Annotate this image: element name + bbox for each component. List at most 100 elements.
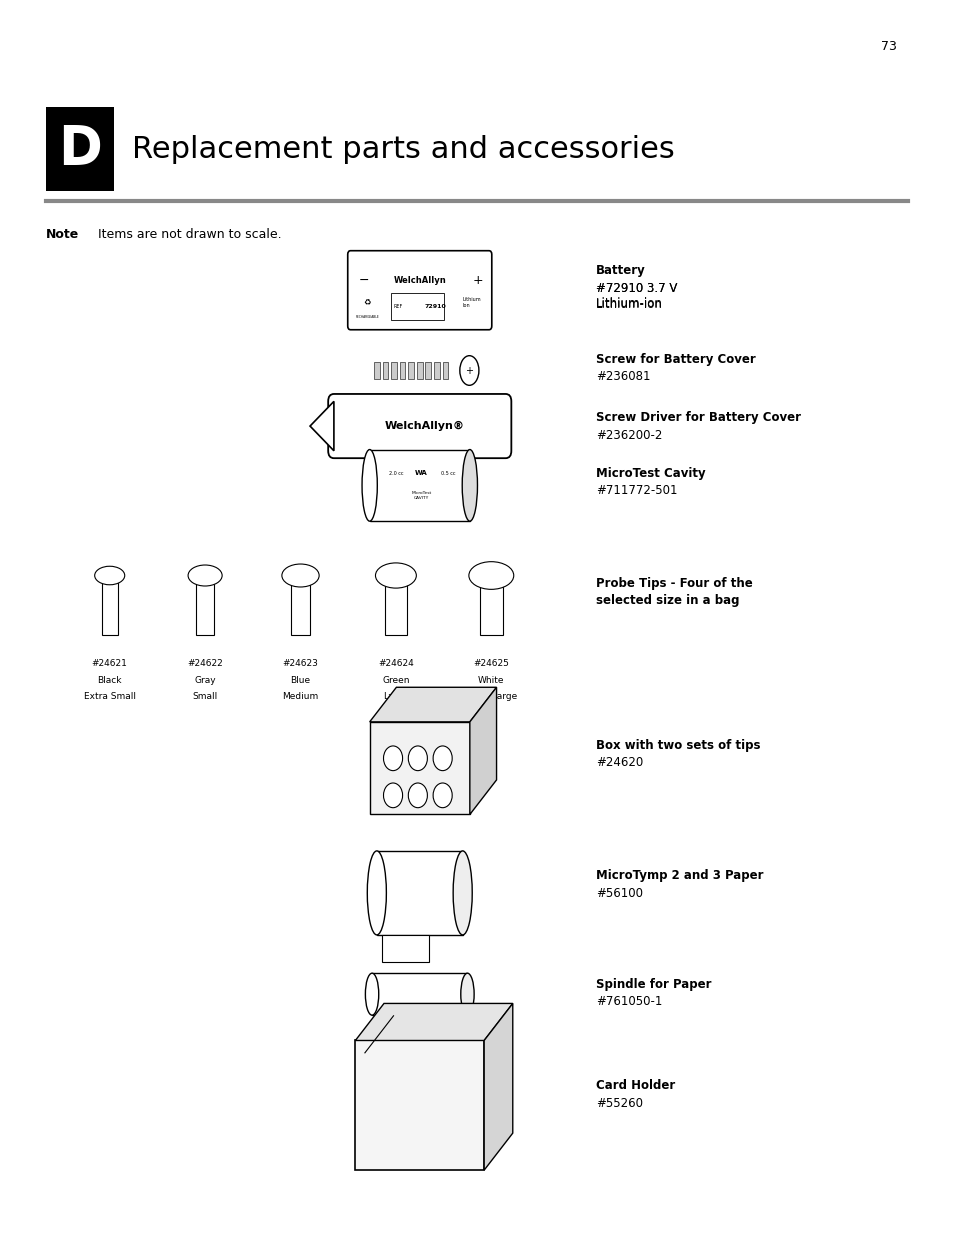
Bar xyxy=(102,576,117,635)
Text: Replacement parts and accessories: Replacement parts and accessories xyxy=(132,135,674,164)
Ellipse shape xyxy=(459,356,478,385)
Polygon shape xyxy=(355,1003,513,1040)
Bar xyxy=(196,576,213,635)
Ellipse shape xyxy=(453,851,472,935)
Text: MicroTymp 2 and 3 Paper: MicroTymp 2 and 3 Paper xyxy=(596,869,763,883)
Text: #24620: #24620 xyxy=(596,756,643,769)
Bar xyxy=(291,576,310,635)
Bar xyxy=(442,362,448,379)
Text: MicroTest
CAVITY: MicroTest CAVITY xyxy=(411,492,432,499)
Text: −: − xyxy=(358,274,369,287)
Text: Gray: Gray xyxy=(194,676,215,684)
Text: 2.0 cc: 2.0 cc xyxy=(388,471,403,475)
Bar xyxy=(372,973,467,1015)
Text: Extra Small: Extra Small xyxy=(84,692,135,700)
Ellipse shape xyxy=(383,746,402,771)
Text: Screw for Battery Cover: Screw for Battery Cover xyxy=(596,353,755,367)
Text: D: D xyxy=(58,124,102,175)
Polygon shape xyxy=(469,687,496,815)
Text: #56100: #56100 xyxy=(596,887,642,900)
Text: #72910 3.7 V: #72910 3.7 V xyxy=(596,282,677,295)
Bar xyxy=(479,576,502,635)
Text: Black: Black xyxy=(97,676,122,684)
Bar xyxy=(369,450,469,521)
Text: #761050-1: #761050-1 xyxy=(596,995,662,1009)
Bar xyxy=(382,362,388,379)
Text: 73: 73 xyxy=(880,40,896,53)
Text: #24623: #24623 xyxy=(282,659,318,668)
Bar xyxy=(425,362,431,379)
Ellipse shape xyxy=(460,973,474,1015)
Text: +: + xyxy=(472,274,482,287)
Ellipse shape xyxy=(468,562,514,589)
Text: Green: Green xyxy=(382,676,409,684)
Text: White: White xyxy=(477,676,504,684)
Text: ♻: ♻ xyxy=(363,298,371,308)
Text: Large: Large xyxy=(383,692,408,700)
Text: #55260: #55260 xyxy=(596,1097,642,1110)
Text: Small: Small xyxy=(193,692,217,700)
Ellipse shape xyxy=(433,746,452,771)
Polygon shape xyxy=(310,401,334,451)
Text: REF: REF xyxy=(393,304,402,309)
Text: selected size in a bag: selected size in a bag xyxy=(596,594,739,608)
Ellipse shape xyxy=(408,783,427,808)
Text: Note: Note xyxy=(46,228,79,242)
Bar xyxy=(434,362,439,379)
Bar xyxy=(369,721,469,815)
Bar xyxy=(399,362,405,379)
Text: MicroTest Cavity: MicroTest Cavity xyxy=(596,467,705,480)
Bar xyxy=(46,107,114,191)
Bar xyxy=(355,1040,483,1171)
FancyBboxPatch shape xyxy=(328,394,511,458)
Text: #24625: #24625 xyxy=(473,659,509,668)
Text: Lithium
Ion: Lithium Ion xyxy=(462,298,481,308)
Bar xyxy=(381,935,429,962)
Bar xyxy=(374,362,379,379)
Ellipse shape xyxy=(433,783,452,808)
Ellipse shape xyxy=(375,563,416,588)
Text: WelchAllyn®: WelchAllyn® xyxy=(384,421,464,431)
Text: #236081: #236081 xyxy=(596,370,650,384)
Text: Probe Tips - Four of the: Probe Tips - Four of the xyxy=(596,577,752,590)
Text: #236200-2: #236200-2 xyxy=(596,429,662,442)
Bar xyxy=(385,576,406,635)
Bar xyxy=(376,851,462,935)
Ellipse shape xyxy=(188,566,222,585)
Text: Spindle for Paper: Spindle for Paper xyxy=(596,978,711,992)
Text: 0.5 cc: 0.5 cc xyxy=(440,471,456,475)
Text: #24622: #24622 xyxy=(187,659,223,668)
Text: #711772-501: #711772-501 xyxy=(596,484,677,498)
Text: Extra Large: Extra Large xyxy=(465,692,517,700)
Bar xyxy=(391,293,443,320)
Text: Blue: Blue xyxy=(290,676,311,684)
Text: +: + xyxy=(465,366,473,375)
Ellipse shape xyxy=(281,564,319,587)
Ellipse shape xyxy=(408,746,427,771)
Polygon shape xyxy=(484,1003,513,1171)
Text: Battery: Battery xyxy=(596,264,645,278)
Text: Card Holder: Card Holder xyxy=(596,1079,675,1093)
Bar xyxy=(408,362,414,379)
Bar xyxy=(416,362,422,379)
Text: WelchAllyn: WelchAllyn xyxy=(393,275,446,285)
FancyBboxPatch shape xyxy=(347,251,492,330)
Text: 72910: 72910 xyxy=(424,304,446,309)
Polygon shape xyxy=(369,687,496,721)
Text: WA: WA xyxy=(415,471,428,475)
Ellipse shape xyxy=(461,450,476,521)
Text: Items are not drawn to scale.: Items are not drawn to scale. xyxy=(98,228,281,242)
Text: RECHARGEABLE: RECHARGEABLE xyxy=(355,315,378,320)
Text: Screw Driver for Battery Cover: Screw Driver for Battery Cover xyxy=(596,411,801,425)
Text: #24624: #24624 xyxy=(377,659,414,668)
Text: Box with two sets of tips: Box with two sets of tips xyxy=(596,739,760,752)
Text: Medium: Medium xyxy=(282,692,318,700)
Text: Lithium-ion: Lithium-ion xyxy=(596,298,662,311)
Ellipse shape xyxy=(361,450,377,521)
Ellipse shape xyxy=(367,851,386,935)
Ellipse shape xyxy=(365,973,378,1015)
Ellipse shape xyxy=(383,783,402,808)
Bar xyxy=(391,362,396,379)
Text: #24621: #24621 xyxy=(91,659,128,668)
Ellipse shape xyxy=(94,566,125,585)
